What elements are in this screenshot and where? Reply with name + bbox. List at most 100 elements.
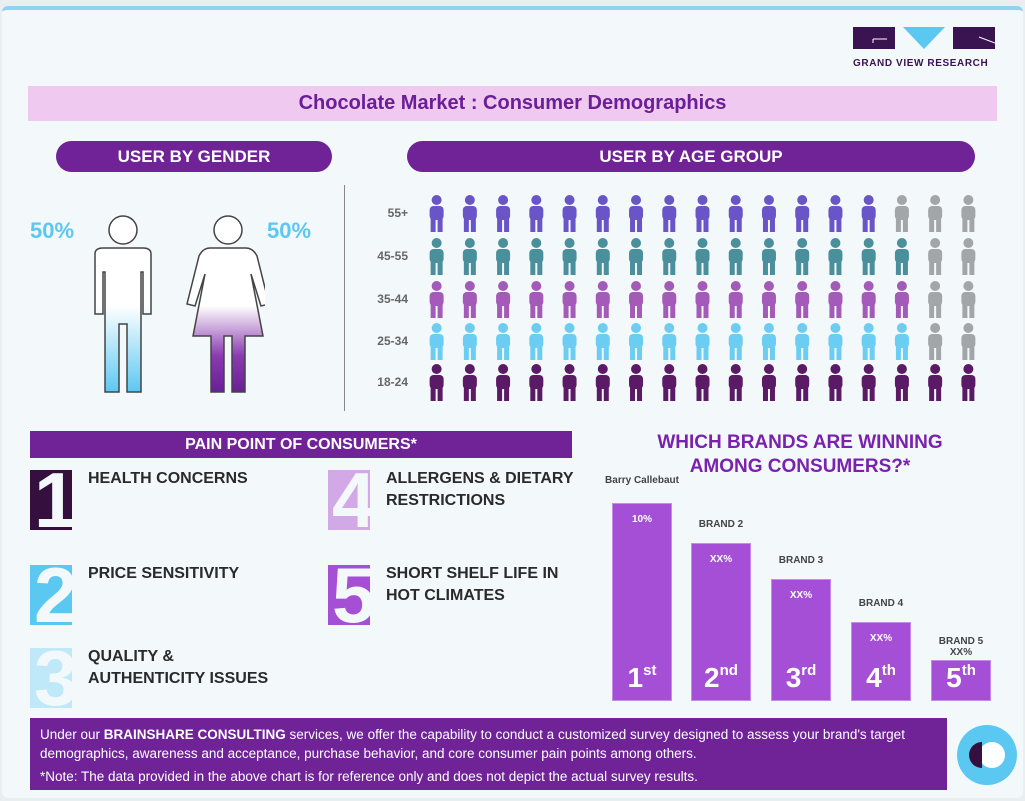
brand-name: BRAND 3	[778, 555, 824, 566]
person-icon	[662, 281, 677, 318]
person-icon	[728, 323, 743, 360]
logo-text: GRAND VIEW RESEARCH	[853, 58, 989, 69]
page-title: Chocolate Market : Consumer Demographics	[28, 86, 997, 121]
age-row-18-24	[429, 364, 976, 401]
person-icon	[795, 238, 810, 275]
person-icon	[928, 364, 943, 401]
person-icon	[462, 238, 477, 275]
person-icon	[595, 323, 610, 360]
person-icon	[894, 195, 909, 232]
age-label: 35-44	[377, 292, 408, 306]
male-percent: 50%	[30, 218, 75, 243]
female-figure-icon	[186, 215, 265, 393]
person-icon	[861, 238, 876, 275]
brand-name: BRAND 2	[698, 519, 744, 530]
person-icon	[629, 364, 644, 401]
person-icon	[861, 323, 876, 360]
person-icon	[529, 238, 544, 275]
gvr-logo-icon	[853, 27, 996, 49]
person-icon	[828, 281, 843, 318]
person-icon	[595, 238, 610, 275]
person-icon	[529, 195, 544, 232]
person-icon	[562, 195, 577, 232]
person-icon	[496, 195, 511, 232]
brand-value: XX%	[789, 590, 813, 601]
brand-bar: 10% 1st	[612, 503, 672, 701]
age-label: 45-55	[377, 249, 408, 263]
person-icon	[961, 195, 976, 232]
person-icon	[662, 323, 677, 360]
brand-value: 10%	[631, 514, 652, 525]
person-icon	[562, 281, 577, 318]
brand-value: XX%	[869, 633, 893, 644]
person-icon	[662, 238, 677, 275]
age-row-45-55	[429, 238, 976, 275]
person-icon	[728, 281, 743, 318]
age-label: 18-24	[377, 375, 408, 389]
person-icon	[462, 364, 477, 401]
person-icon	[728, 195, 743, 232]
person-icon	[429, 238, 444, 275]
person-icon	[695, 364, 710, 401]
person-icon	[928, 238, 943, 275]
person-icon	[761, 364, 776, 401]
person-icon	[894, 281, 909, 318]
logo	[853, 27, 996, 51]
pain-point-number-5: 5	[328, 565, 370, 625]
person-icon	[761, 195, 776, 232]
pain-point-text: QUALITY & AUTHENTICITY ISSUES	[88, 648, 269, 687]
brand-rank: 3rd	[785, 662, 817, 693]
person-icon	[928, 323, 943, 360]
brand-name: BRAND 4	[858, 598, 904, 609]
person-icon	[961, 281, 976, 318]
person-icon	[695, 323, 710, 360]
brand-rank: 1st	[627, 662, 657, 693]
person-icon	[795, 364, 810, 401]
brand-name: BRAND 5	[938, 636, 984, 647]
footer-text: Under our BRAINSHARE CONSULTING services…	[40, 727, 905, 761]
person-icon	[462, 195, 477, 232]
brand-bar: XX% 2nd	[691, 543, 751, 701]
person-icon	[462, 281, 477, 318]
person-icon	[961, 238, 976, 275]
person-icon	[695, 281, 710, 318]
person-icon	[894, 238, 909, 275]
person-icon	[462, 323, 477, 360]
female-percent: 50%	[267, 218, 312, 243]
person-icon	[695, 195, 710, 232]
person-icon	[629, 238, 644, 275]
person-icon	[695, 238, 710, 275]
pain-point-text: PRICE SENSITIVITY	[88, 565, 240, 582]
person-icon	[928, 195, 943, 232]
person-icon	[629, 195, 644, 232]
brainshare-link: BRAINSHARE CONSULTING	[103, 727, 286, 742]
pain-point-text: SHORT SHELF LIFE IN HOT CLIMATES	[386, 565, 559, 604]
brand-value: XX%	[949, 647, 973, 658]
person-icon	[629, 323, 644, 360]
person-icon	[429, 364, 444, 401]
brand-name: Barry Callebaut	[605, 475, 679, 486]
age-row-55+	[429, 195, 976, 232]
divider	[344, 185, 345, 411]
gender-figures	[94, 215, 265, 393]
person-icon	[961, 364, 976, 401]
brands-title-line1: WHICH BRANDS ARE WINNING	[657, 432, 943, 453]
person-icon	[562, 323, 577, 360]
brand-rank: 4th	[866, 662, 896, 693]
person-icon	[595, 195, 610, 232]
person-icon	[662, 364, 677, 401]
age-row-35-44	[429, 281, 976, 318]
person-icon	[828, 364, 843, 401]
person-icon	[795, 323, 810, 360]
brand-rank: 2nd	[704, 662, 738, 693]
pain-points-heading: PAIN POINT OF CONSUMERS*	[30, 431, 572, 458]
brands-title: WHICH BRANDS ARE WINNING AMONG CONSUMERS…	[610, 431, 990, 479]
person-icon	[961, 323, 976, 360]
footer-note: *Note: The data provided in the above ch…	[40, 769, 698, 784]
brand-bar: XX% 3rd	[771, 579, 831, 701]
person-icon	[429, 281, 444, 318]
person-icon	[562, 364, 577, 401]
person-icon	[728, 364, 743, 401]
age-label: 25-34	[377, 334, 408, 348]
brand-bar: XX% 4th	[851, 622, 911, 701]
